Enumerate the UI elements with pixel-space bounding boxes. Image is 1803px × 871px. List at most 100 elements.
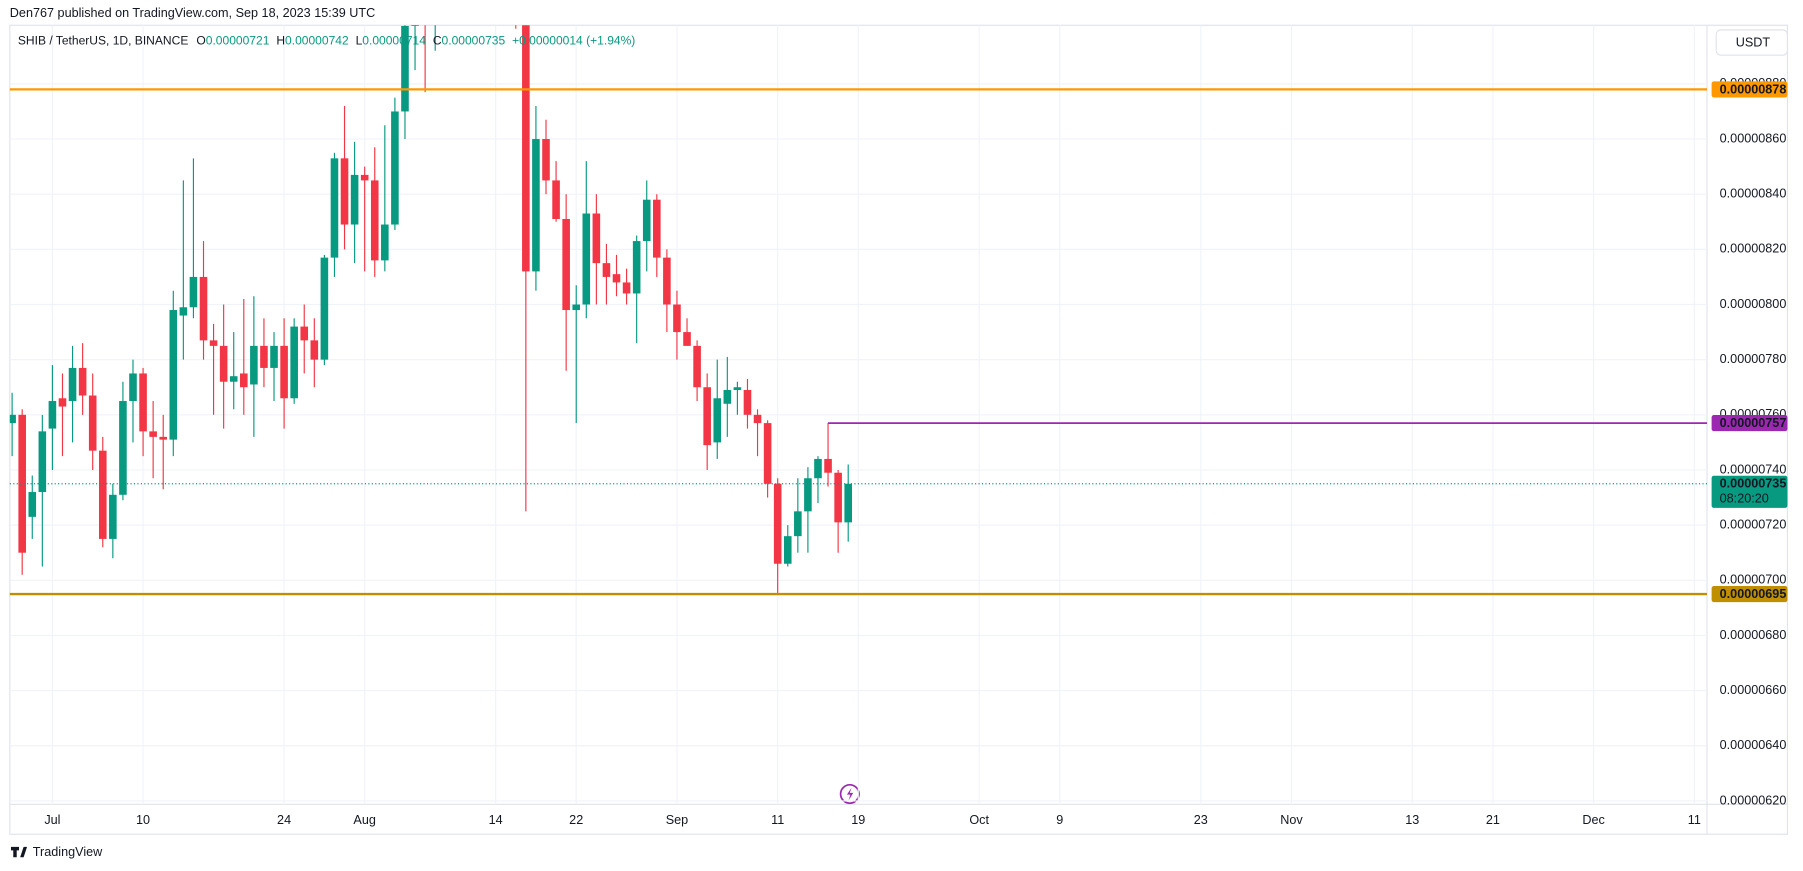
candle-body <box>753 414 762 424</box>
candle-body <box>381 224 389 261</box>
last-price-label: 0.00000735 <box>1720 477 1787 491</box>
y-tick-label: 0.00000700 <box>1720 573 1787 587</box>
author-line: Den767 published on TradingView.com, Sep… <box>10 6 375 20</box>
candle-body <box>209 340 218 346</box>
candle-body <box>98 450 107 539</box>
level-label: 0.00000695 <box>1720 587 1787 601</box>
ohlc-label: L <box>356 34 363 48</box>
candle-body <box>622 282 631 294</box>
candle-body <box>763 423 772 484</box>
candle-body <box>804 478 812 512</box>
currency-button[interactable] <box>1715 29 1789 56</box>
ohlc-value: 0.00000735 <box>442 34 506 48</box>
candle-body <box>240 373 248 388</box>
candle-body <box>683 332 691 346</box>
y-tick-label: 0.00000680 <box>1720 628 1787 642</box>
candle-body <box>592 213 601 264</box>
change: +0.00000014 (+1.94%) <box>512 34 635 48</box>
last-price-bg <box>1711 475 1788 508</box>
candle-body <box>844 483 852 523</box>
candle-body <box>783 536 792 564</box>
candle-body <box>68 367 77 402</box>
candle-body <box>260 345 268 368</box>
candle-body <box>773 483 782 564</box>
candle-body <box>703 387 711 446</box>
x-tick-label: 11 <box>1688 813 1701 827</box>
candle-body <box>290 326 298 399</box>
candle-body <box>602 263 611 277</box>
ohlc-label: O <box>196 34 205 48</box>
candle-body <box>582 213 591 305</box>
x-tick-label: 14 <box>489 813 503 827</box>
candle-body <box>149 431 157 437</box>
candle-body <box>300 326 309 341</box>
y-tick-label: 0.00000860 <box>1720 131 1787 145</box>
candle-body <box>733 387 742 390</box>
ohlc-label: C <box>433 34 442 48</box>
candle-body <box>350 174 359 225</box>
candle-body <box>58 398 67 407</box>
x-tick-label: 19 <box>851 813 865 827</box>
currency[interactable]: USDT <box>1736 35 1771 49</box>
candle-body <box>663 257 671 305</box>
x-tick-label: 23 <box>1194 813 1208 827</box>
candle-body <box>834 472 842 523</box>
level-label-bg <box>1711 415 1788 432</box>
candle-body <box>542 139 550 181</box>
countdown: 08:20:20 <box>1720 492 1769 506</box>
candle-body <box>28 492 37 517</box>
ohlc-value: 0.00000742 <box>285 34 349 48</box>
y-tick-label: 0.00000820 <box>1720 242 1787 256</box>
level-label-bg <box>1711 586 1788 603</box>
candle-body <box>310 340 319 360</box>
event-bolt <box>846 787 854 801</box>
candle-body <box>532 139 540 272</box>
candle-body <box>219 345 228 382</box>
candle-body <box>401 25 409 112</box>
candle-body <box>139 373 147 432</box>
candle-body <box>693 345 701 388</box>
candle-body <box>814 458 822 479</box>
candle-body <box>320 257 329 360</box>
brand: TradingView <box>33 845 103 859</box>
candle-body <box>229 376 238 382</box>
candle-body <box>169 310 178 440</box>
x-tick-label: Aug <box>353 813 375 827</box>
ohlc-value: 0.00000721 <box>206 34 270 48</box>
candle-body <box>653 199 661 258</box>
candle-body <box>129 373 137 402</box>
y-tick-label: 0.00000740 <box>1720 462 1787 476</box>
candle-body <box>48 401 57 429</box>
y-tick-label: 0.00000840 <box>1720 187 1787 201</box>
candle-body <box>88 395 97 451</box>
candle-body <box>270 345 278 368</box>
x-tick-label: 11 <box>771 813 784 827</box>
candle-body <box>18 414 26 553</box>
candle-body <box>562 219 570 311</box>
brand-logo <box>10 846 28 858</box>
y-tick-label: 0.00000780 <box>1720 352 1787 366</box>
candle-body <box>612 274 621 283</box>
candle-body <box>723 389 732 404</box>
candle-body <box>330 158 339 258</box>
candle-body <box>642 199 651 242</box>
symbol: SHIB / TetherUS, 1D, BINANCE <box>18 34 189 48</box>
candle-body <box>632 241 641 294</box>
candle-body <box>109 494 117 539</box>
frame <box>9 24 1789 835</box>
candle-body <box>179 307 188 316</box>
candle-body <box>743 389 752 415</box>
x-tick-label: 13 <box>1405 813 1419 827</box>
candle-body <box>159 436 168 440</box>
candle-body <box>370 180 379 261</box>
x-tick-label: 10 <box>136 813 150 827</box>
y-tick-label: 0.00000640 <box>1720 738 1787 752</box>
candle-body <box>572 304 581 311</box>
x-tick-label: Jul <box>44 813 60 827</box>
candle-body <box>250 345 258 385</box>
x-tick-label: Oct <box>969 813 989 827</box>
candle-body <box>119 401 127 495</box>
candle-body <box>552 180 560 220</box>
level-label-bg <box>1711 81 1788 98</box>
